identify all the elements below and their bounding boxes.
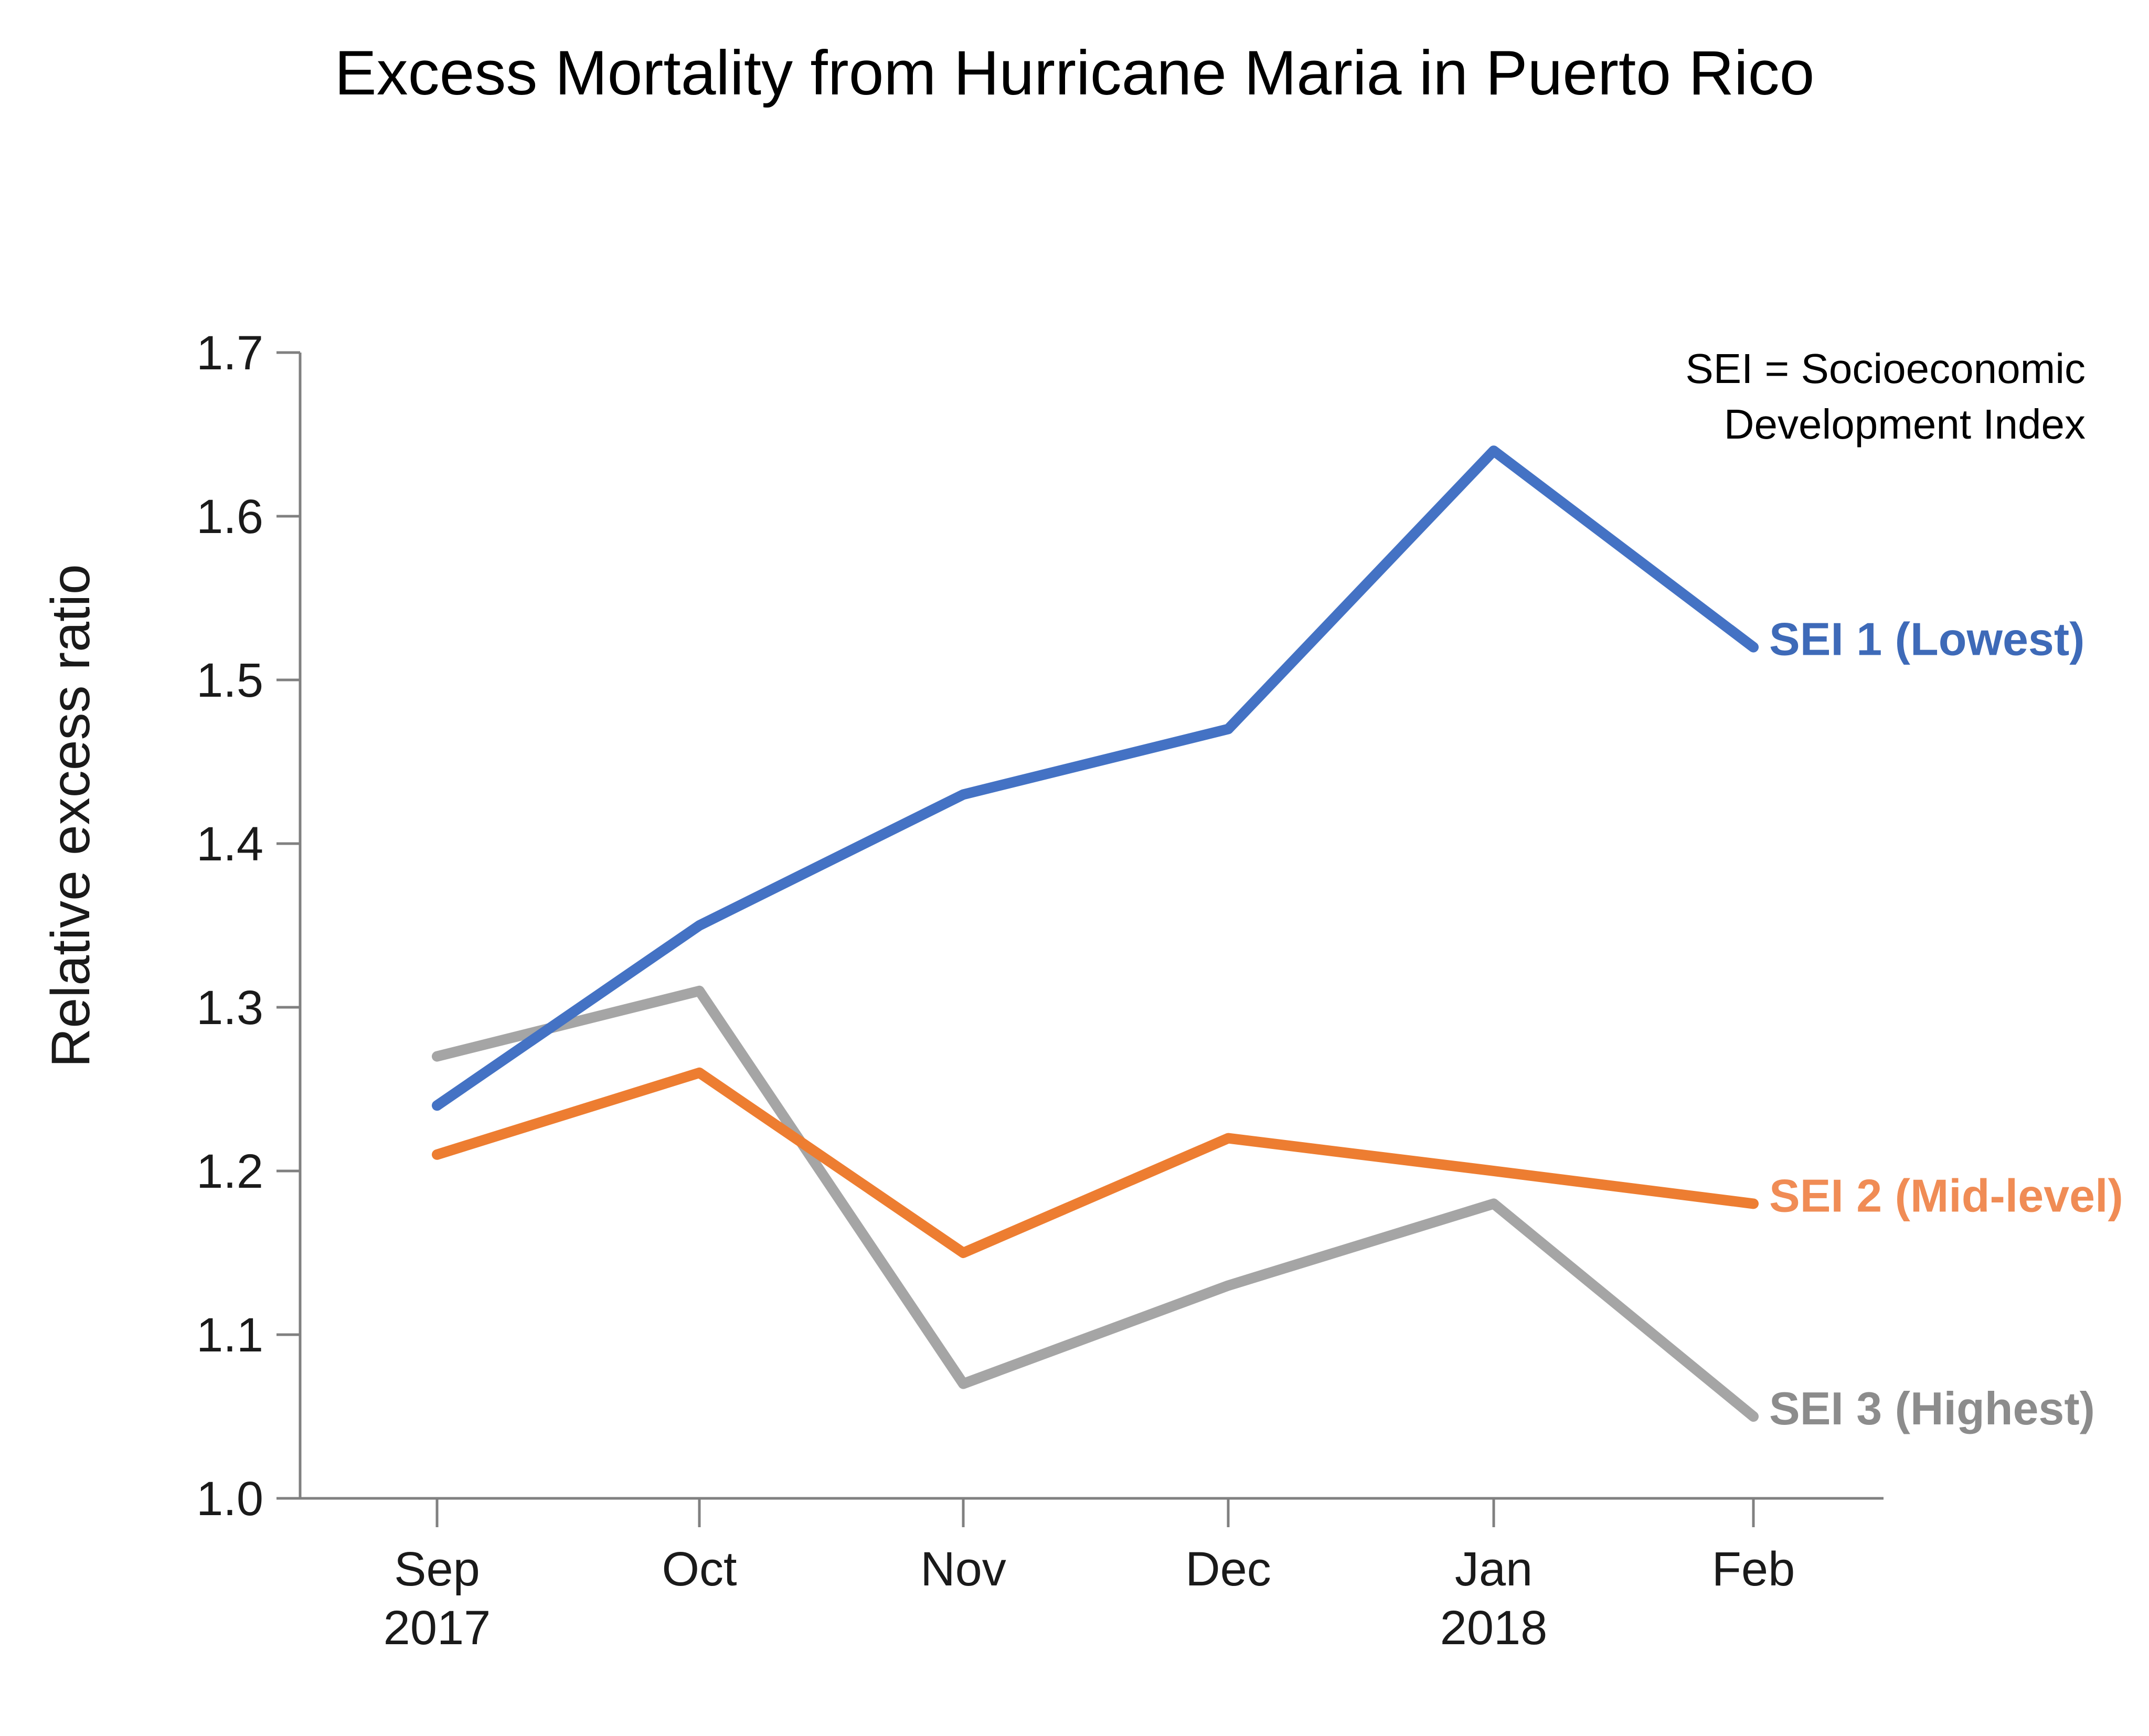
x-tick-label: 2017 [384, 1601, 491, 1655]
x-tick-label: Jan [1455, 1542, 1533, 1596]
series-label: SEI 2 (Mid-level) [1769, 1169, 2123, 1221]
x-tick-label: Dec [1185, 1542, 1271, 1596]
note-line: Development Index [1724, 401, 2086, 448]
x-tick-label: Feb [1712, 1542, 1795, 1596]
series-label: SEI 3 (Highest) [1769, 1382, 2095, 1434]
note-line: SEI = Socioeconomic [1685, 345, 2086, 392]
series-line [432, 445, 1759, 1111]
y-tick-label: 1.3 [196, 981, 263, 1035]
y-axis-title: Relative excess ratio [40, 564, 101, 1068]
chart-note: SEI = Socioeconomic Development Index [1685, 345, 2086, 448]
x-tick-label: 2018 [1440, 1601, 1548, 1655]
y-tick-label: 1.6 [196, 490, 263, 544]
y-tick-label: 1.7 [196, 326, 263, 380]
y-tick-label: 1.5 [196, 654, 263, 707]
series-line [432, 1067, 1759, 1258]
y-tick-label: 1.2 [196, 1145, 263, 1198]
chart-title: Excess Mortality from Hurricane Maria in… [335, 38, 1815, 108]
series-label: SEI 1 (Lowest) [1769, 613, 2084, 665]
x-tick-label: Sep [394, 1542, 480, 1596]
series-labels: SEI 1 (Lowest) SEI 2 (Mid-level) SEI 3 (Hi… [1769, 613, 2123, 1434]
series-line [432, 985, 1759, 1422]
y-tick-label: 1.4 [196, 817, 263, 871]
y-tick-label: 1.1 [196, 1308, 263, 1362]
x-tick-label: Nov [920, 1542, 1006, 1596]
series-lines [432, 445, 1759, 1422]
x-tick-label: Oct [662, 1542, 737, 1596]
y-tick-label: 1.0 [196, 1472, 263, 1526]
